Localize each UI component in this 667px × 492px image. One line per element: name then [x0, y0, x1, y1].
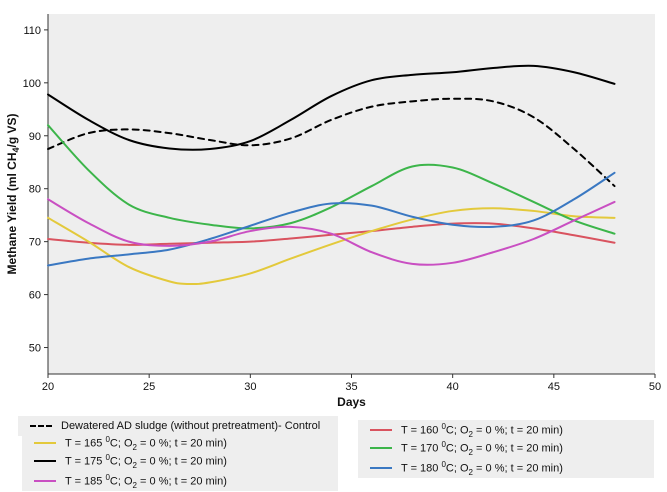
- y-tick-label: 70: [29, 237, 41, 249]
- legend-item-175: T = 175 0C; O2 = 0 %; t = 20 min): [22, 451, 338, 471]
- x-tick-label: 30: [244, 381, 256, 393]
- legend: Dewatered AD sludge (without pretreatmen…: [0, 408, 667, 492]
- legend-swatch-160: [370, 429, 392, 431]
- legend-label-175: T = 175 0C; O2 = 0 %; t = 20 min): [65, 452, 227, 470]
- legend-label-170: T = 170 0C; O2 = 0 %; t = 20 min): [401, 439, 563, 457]
- series-line-165C: [47, 207, 616, 286]
- y-tick-label: 110: [23, 25, 41, 37]
- x-tick-label: 45: [548, 381, 560, 393]
- y-tick-label: 50: [29, 343, 41, 355]
- legend-item-170: T = 170 0C; O2 = 0 %; t = 20 min): [358, 438, 654, 458]
- y-tick-label: 90: [29, 131, 41, 143]
- x-tick-label: 25: [143, 381, 155, 393]
- series-line-175C: [47, 64, 616, 151]
- plot-area: [48, 14, 655, 374]
- legend-swatch-165: [34, 442, 56, 444]
- legend-item-control: Dewatered AD sludge (without pretreatmen…: [18, 416, 338, 436]
- y-tick-label: 80: [29, 184, 41, 196]
- y-tick-label: 60: [29, 290, 41, 302]
- series-line-180C: [47, 171, 616, 267]
- legend-label-control: Dewatered AD sludge (without pretreatmen…: [61, 420, 321, 432]
- legend-item-165: T = 165 0C; O2 = 0 %; t = 20 min): [22, 433, 338, 453]
- series-line-185C: [47, 198, 616, 266]
- x-tick-label: 40: [447, 381, 459, 393]
- x-tick-label: 20: [42, 381, 54, 393]
- legend-label-185: T = 185 0C; O2 = 0 %; t = 20 min): [65, 472, 227, 490]
- x-tick-label: 35: [345, 381, 357, 393]
- series-line-170C: [47, 124, 616, 235]
- legend-swatch-185: [34, 480, 56, 482]
- y-tick-label: 100: [23, 78, 41, 90]
- legend-item-185: T = 185 0C; O2 = 0 %; t = 20 min): [22, 471, 338, 491]
- legend-swatch-170: [370, 447, 392, 449]
- series-line-control: [47, 97, 616, 188]
- y-axis-title: Methane Yield (ml CH4/g VS): [5, 113, 21, 274]
- legend-swatch-175: [34, 460, 56, 462]
- x-axis-title: Days: [337, 395, 366, 409]
- legend-swatch-control: [30, 425, 52, 427]
- legend-item-160: T = 160 0C; O2 = 0 %; t = 20 min): [358, 420, 654, 440]
- legend-item-180: T = 180 0C; O2 = 0 %; t = 20 min): [358, 458, 654, 478]
- legend-label-180: T = 180 0C; O2 = 0 %; t = 20 min): [401, 459, 563, 477]
- legend-label-165: T = 165 0C; O2 = 0 %; t = 20 min): [65, 434, 227, 452]
- x-tick-label: 50: [649, 381, 661, 393]
- legend-swatch-180: [370, 467, 392, 469]
- legend-label-160: T = 160 0C; O2 = 0 %; t = 20 min): [401, 421, 563, 439]
